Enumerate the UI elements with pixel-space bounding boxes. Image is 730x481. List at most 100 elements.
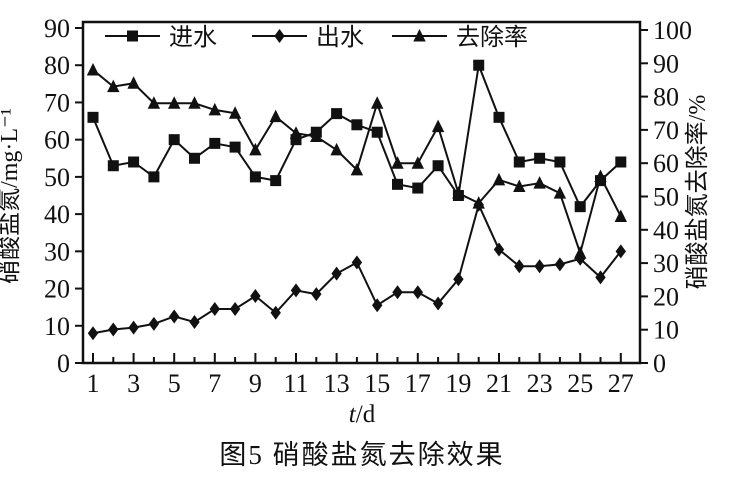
legend-item-removal-rate: 去除率	[392, 24, 528, 51]
series-removal-rate-marker	[249, 142, 262, 156]
series-effluent-marker	[189, 315, 200, 330]
series-removal-rate-marker	[188, 96, 201, 109]
series-influent-marker	[432, 160, 444, 172]
series-removal-rate-marker	[289, 126, 303, 139]
y-right-tick-label: 20	[653, 282, 679, 311]
series-removal-rate-marker	[553, 186, 567, 199]
y-right-tick-label: 80	[653, 83, 679, 112]
y-right-tick-label: 60	[653, 149, 679, 178]
y-left-tick-label: 30	[44, 237, 70, 266]
series-effluent-marker	[209, 302, 220, 317]
y-right-tick-label: 0	[653, 349, 666, 378]
series-removal-rate-marker	[269, 109, 282, 123]
y-left-tick-label: 40	[44, 200, 70, 229]
series-influent-marker	[351, 119, 363, 131]
series-effluent-marker	[169, 309, 180, 324]
y-right-tick-label: 50	[653, 183, 679, 212]
y-left-tick-label: 60	[44, 126, 70, 155]
x-tick-label: 25	[567, 369, 593, 398]
series-removal-rate-marker	[228, 106, 242, 119]
series-removal-rate-marker	[452, 186, 465, 199]
series-removal-rate-marker	[107, 79, 120, 93]
y-left-tick-label: 70	[44, 88, 70, 117]
y-axis-right-tick-labels: 0 10 20 30 40 50 60 70 80 90 100	[653, 16, 692, 378]
series-removal-rate-marker	[310, 129, 323, 143]
series-effluent-marker	[534, 259, 545, 274]
x-tick-label: 3	[127, 369, 140, 398]
legend-square-marker	[127, 30, 138, 42]
series-effluent-marker	[554, 257, 566, 272]
series-removal-rate-marker	[127, 76, 140, 89]
series-removal-rate	[86, 62, 627, 259]
series-removal-rate-marker	[208, 102, 221, 116]
y-right-tick-label: 40	[653, 216, 679, 245]
legend: 进水 出水 去除率	[105, 24, 528, 51]
y-axis-right-title: 硝酸盐氮去除率/%	[684, 95, 711, 290]
y-axis-left-ticks	[75, 27, 83, 364]
series-influent	[87, 59, 627, 213]
y-right-tick-label: 100	[653, 16, 692, 45]
data-series	[86, 59, 627, 341]
series-removal-rate-marker	[533, 176, 546, 189]
series-effluent-marker	[290, 283, 302, 298]
series-effluent-marker	[250, 289, 261, 303]
series-effluent-marker	[412, 285, 423, 300]
series-effluent-marker	[270, 305, 281, 320]
y-right-tick-label: 30	[653, 249, 679, 278]
series-effluent-marker	[108, 322, 119, 337]
series-removal-rate-marker	[614, 209, 627, 222]
series-effluent-marker	[595, 270, 606, 285]
series-influent-marker	[107, 160, 119, 172]
series-influent-marker	[209, 137, 221, 149]
series-influent-marker	[574, 201, 586, 213]
plot-border	[81, 20, 642, 365]
series-removal-rate-marker	[147, 96, 161, 109]
series-influent-marker	[371, 126, 383, 138]
x-tick-label: 23	[527, 369, 553, 398]
series-effluent	[87, 197, 626, 341]
y-axis-left-tick-labels: 0 10 20 30 40 50 60 70 80 90	[44, 14, 70, 378]
series-influent-marker	[148, 171, 160, 183]
y-right-tick-label: 10	[653, 316, 679, 345]
y-left-tick-label: 20	[44, 275, 70, 304]
x-tick-label: 15	[364, 369, 390, 398]
series-removal-rate-marker	[330, 142, 343, 156]
series-removal-rate-marker	[431, 119, 445, 133]
series-effluent-marker	[432, 296, 444, 311]
x-tick-label: 9	[249, 369, 262, 398]
series-removal-rate-marker	[492, 172, 506, 186]
series-removal-rate-marker	[168, 96, 181, 109]
y-left-tick-label: 0	[57, 349, 70, 378]
series-influent-marker	[534, 152, 546, 164]
series-removal-rate-marker	[472, 196, 485, 209]
y-left-tick-label: 10	[44, 312, 70, 341]
series-effluent-marker	[493, 242, 505, 257]
series-removal-rate-marker	[594, 169, 607, 183]
series-removal-rate-marker	[350, 162, 364, 176]
series-influent-marker	[554, 156, 566, 168]
series-effluent-marker	[351, 255, 363, 270]
series-influent-marker	[615, 156, 627, 168]
x-axis-tick-labels: 1 3 5 7 9 11 13 15 17 19 21 23 25 27	[87, 369, 634, 398]
series-effluent-marker	[372, 298, 383, 313]
legend-item-effluent: 出水	[252, 24, 364, 51]
legend-triangle-marker	[413, 29, 426, 42]
x-tick-label: 19	[445, 369, 471, 398]
x-tick-label: 11	[283, 369, 308, 398]
y-axis-left-title: 硝酸盐氮/mg·L⁻¹	[0, 108, 23, 284]
series-removal-rate-marker	[86, 62, 100, 76]
y-left-tick-label: 90	[44, 14, 70, 43]
legend-diamond-marker	[274, 29, 285, 43]
series-effluent-marker	[87, 326, 99, 341]
series-influent-marker	[168, 134, 180, 146]
series-effluent-marker	[453, 272, 464, 287]
x-axis-title: t/d	[349, 401, 376, 428]
x-tick-label: 5	[168, 369, 181, 398]
series-influent-marker	[392, 178, 403, 190]
series-influent-marker	[189, 152, 200, 164]
x-tick-label: 7	[208, 369, 221, 398]
series-influent-marker	[87, 111, 99, 123]
series-effluent-marker	[148, 316, 160, 331]
series-influent-marker	[249, 171, 261, 183]
series-removal-rate-marker	[513, 179, 526, 193]
